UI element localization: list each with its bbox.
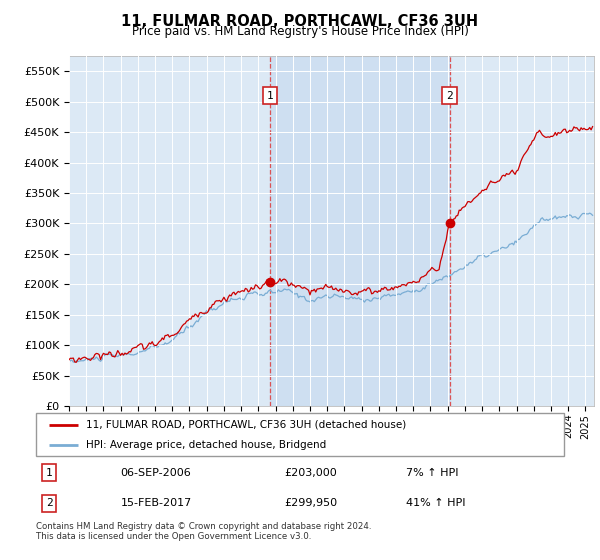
Text: 2: 2: [446, 91, 453, 101]
Text: HPI: Average price, detached house, Bridgend: HPI: Average price, detached house, Brid…: [86, 441, 326, 450]
Text: £299,950: £299,950: [284, 498, 337, 508]
Text: 06-SEP-2006: 06-SEP-2006: [121, 468, 191, 478]
Text: 2: 2: [46, 498, 53, 508]
Text: 7% ↑ HPI: 7% ↑ HPI: [406, 468, 458, 478]
Text: £203,000: £203,000: [284, 468, 337, 478]
Text: 41% ↑ HPI: 41% ↑ HPI: [406, 498, 465, 508]
Text: 11, FULMAR ROAD, PORTHCAWL, CF36 3UH: 11, FULMAR ROAD, PORTHCAWL, CF36 3UH: [121, 14, 479, 29]
Bar: [270, 56, 450, 406]
Text: 1: 1: [46, 468, 53, 478]
Text: Contains HM Land Registry data © Crown copyright and database right 2024.
This d: Contains HM Land Registry data © Crown c…: [36, 522, 371, 542]
Text: 1: 1: [266, 91, 273, 101]
Text: Price paid vs. HM Land Registry's House Price Index (HPI): Price paid vs. HM Land Registry's House …: [131, 25, 469, 38]
Text: 11, FULMAR ROAD, PORTHCAWL, CF36 3UH (detached house): 11, FULMAR ROAD, PORTHCAWL, CF36 3UH (de…: [86, 420, 406, 430]
Text: 15-FEB-2017: 15-FEB-2017: [121, 498, 192, 508]
